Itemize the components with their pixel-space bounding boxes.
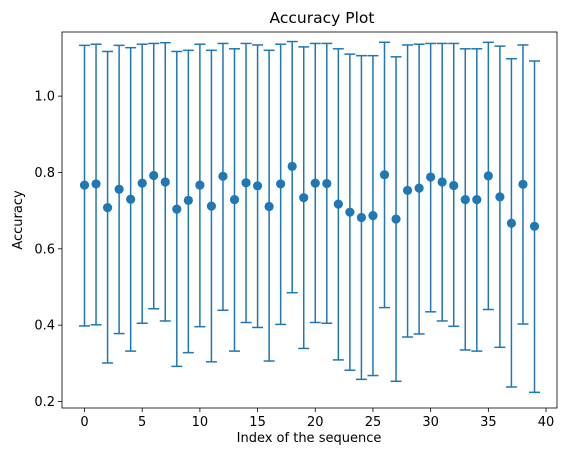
data-point-27 xyxy=(391,214,401,224)
y-tick-label: 0.8 xyxy=(34,166,55,181)
plot-frame xyxy=(61,31,558,409)
data-point-39 xyxy=(529,221,540,231)
x-tick-label: 5 xyxy=(138,415,146,430)
data-point-37 xyxy=(506,218,517,228)
x-tick-label: 35 xyxy=(480,415,497,430)
data-point-19 xyxy=(299,193,309,203)
data-point-36 xyxy=(495,192,505,202)
data-point-2 xyxy=(102,202,113,213)
data-point-12 xyxy=(218,171,228,181)
data-point-7 xyxy=(160,177,170,187)
y-axis: 0.2 0.4 0.6 0.8 1.0 xyxy=(34,90,62,410)
data-point-29 xyxy=(414,183,424,193)
x-tick-label: 10 xyxy=(192,415,209,430)
plot-area xyxy=(61,31,558,409)
data-point-22 xyxy=(333,199,343,209)
data-point-34 xyxy=(472,194,482,205)
data-point-35 xyxy=(483,171,493,181)
data-point-15 xyxy=(252,181,263,191)
data-point-1 xyxy=(91,179,101,189)
data-point-26 xyxy=(379,170,390,180)
data-point-31 xyxy=(437,177,447,187)
chart-title: Accuracy Plot xyxy=(270,9,375,27)
x-tick-label: 25 xyxy=(365,415,382,430)
data-point-13 xyxy=(229,194,240,205)
y-tick-label: 0.4 xyxy=(34,319,55,334)
x-tick-label: 20 xyxy=(307,415,324,430)
data-point-9 xyxy=(183,195,193,205)
data-point-11 xyxy=(206,201,217,211)
data-point-38 xyxy=(518,179,528,189)
y-tick-label: 1.0 xyxy=(34,90,55,105)
x-axis: 0 5 10 15 20 25 30 35 40 xyxy=(80,408,554,430)
data-point-23 xyxy=(345,207,355,217)
data-point-6 xyxy=(149,170,159,181)
data-point-16 xyxy=(264,201,274,212)
data-point-18 xyxy=(287,161,297,171)
data-point-33 xyxy=(460,194,470,205)
x-tick-label: 15 xyxy=(249,415,266,430)
data-point-3 xyxy=(114,184,124,194)
data-point-8 xyxy=(172,204,182,214)
x-tick-label: 0 xyxy=(80,415,88,430)
data-point-30 xyxy=(426,172,436,182)
x-tick-label: 30 xyxy=(422,415,439,430)
data-point-25 xyxy=(368,211,378,221)
y-tick-label: 0.6 xyxy=(34,242,55,257)
data-point-17 xyxy=(276,179,286,189)
y-axis-label: Accuracy xyxy=(11,190,26,250)
plot-background xyxy=(62,32,557,408)
data-point-10 xyxy=(195,180,205,190)
data-point-21 xyxy=(322,178,332,189)
data-point-0 xyxy=(79,180,90,190)
data-point-5 xyxy=(137,178,147,188)
data-point-32 xyxy=(449,180,459,191)
x-tick-label: 40 xyxy=(538,415,555,430)
data-markers xyxy=(79,161,540,231)
x-axis-label: Index of the sequence xyxy=(237,431,382,446)
data-point-24 xyxy=(356,212,367,223)
data-point-28 xyxy=(402,185,413,196)
data-point-14 xyxy=(241,178,251,188)
data-point-20 xyxy=(310,178,320,188)
y-tick-label: 0.2 xyxy=(34,395,55,410)
data-point-4 xyxy=(126,194,136,204)
